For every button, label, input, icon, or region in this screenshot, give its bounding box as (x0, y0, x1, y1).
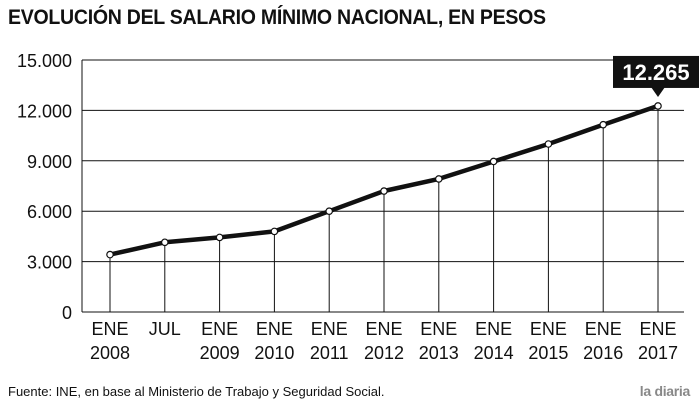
data-point (161, 238, 169, 247)
data-point (270, 227, 279, 236)
data-point (215, 233, 224, 242)
data-point (325, 207, 334, 216)
callout-label: 12.265 (622, 60, 689, 85)
data-point (654, 102, 662, 110)
x-tick-label: 2010 (254, 343, 294, 363)
source-note: Fuente: INE, en base al Ministerio de Tr… (8, 384, 385, 399)
x-tick-label: 2013 (419, 343, 459, 363)
y-tick-label: 3.000 (27, 253, 72, 273)
y-tick-label: 9.000 (27, 152, 72, 172)
callout-box (613, 55, 699, 88)
x-tick-label: ENE (311, 319, 348, 339)
x-tick-label: ENE (91, 319, 128, 339)
x-tick-label: ENE (256, 319, 293, 339)
data-points (106, 102, 662, 259)
y-tick-label: 0 (62, 303, 72, 323)
x-tick-label: ENE (585, 319, 622, 339)
x-tick-label: 2015 (528, 343, 568, 363)
x-tick-label: 2014 (474, 343, 514, 363)
x-tick-label: 2008 (90, 343, 130, 363)
data-point (434, 175, 443, 183)
drop-lines (109, 105, 659, 312)
x-tick-label: ENE (639, 319, 676, 339)
x-tick-label: ENE (530, 319, 567, 339)
callout-pointer (651, 86, 665, 97)
x-tick-label: ENE (201, 319, 238, 339)
chart-title: EVOLUCIÓN DEL SALARIO MÍNIMO NACIONAL, E… (8, 6, 546, 29)
x-tick-label: 2011 (310, 343, 349, 363)
y-tick-label: 15.000 (17, 51, 72, 71)
x-tick-label: 2017 (638, 343, 678, 363)
x-tick-label: 2012 (364, 343, 404, 363)
y-tick-label: 12.000 (17, 101, 72, 121)
x-tick-label: ENE (475, 319, 512, 339)
x-tick-label: ENE (420, 319, 457, 339)
x-tick-label: JUL (149, 319, 181, 339)
data-point (380, 187, 388, 195)
x-axis-ticks: ENE 2008 JUL ENE 2009 ENE 2010 ENE 2011 ENE 2012 EN… (90, 319, 678, 363)
value-callout: 12.265 (613, 55, 699, 97)
x-tick-label: 2009 (200, 343, 240, 363)
x-tick-label: ENE (365, 319, 402, 339)
data-point (106, 250, 114, 259)
grid-layer (81, 59, 684, 313)
y-tick-label: 6.000 (27, 202, 72, 222)
data-point (544, 140, 553, 148)
y-axis-ticks: 0 3.000 6.000 9.000 12.000 15.000 (17, 51, 72, 323)
x-tick-label: 2016 (583, 343, 623, 363)
brand-logo: la diaria (639, 383, 691, 399)
data-point (599, 120, 608, 129)
data-point (489, 157, 498, 166)
